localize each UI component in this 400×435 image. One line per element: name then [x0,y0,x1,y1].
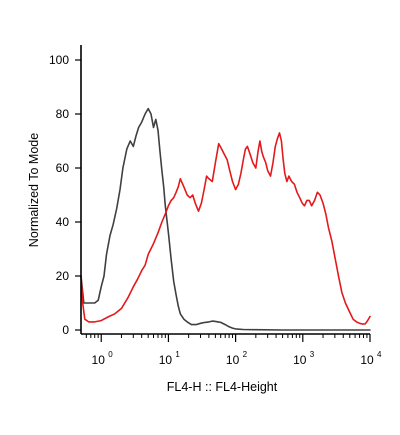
x-tick-label-base: 10 [226,353,240,367]
x-axis-title: FL4-H :: FL4-Height [167,380,278,394]
y-axis-title: Normalized To Mode [27,133,41,247]
series-layer [80,107,371,331]
x-tick-layer: 10 0 10 1 10 2 10 3 10 4 [85,334,382,367]
series-line-1 [80,107,371,331]
series-line-2 [80,132,371,325]
x-tick-label: 10 4 [360,350,382,367]
x-tick-label-exponent: 2 [243,350,248,359]
x-tick-label-exponent: 4 [377,350,382,359]
x-tick-label-base: 10 [92,353,106,367]
x-tick-label: 10 1 [159,350,181,367]
y-tick-label: 0 [62,323,69,337]
x-tick-label: 10 0 [92,350,114,367]
x-tick-label: 10 3 [293,350,315,367]
x-tick-label-base: 10 [360,353,374,367]
y-tick-label: 80 [56,107,70,121]
axis-layer [80,45,370,335]
x-tick-label-base: 10 [293,353,307,367]
x-tick-label-base: 10 [159,353,173,367]
x-tick-label-exponent: 1 [175,350,180,359]
x-tick-label-exponent: 0 [108,350,113,359]
y-tick-label: 60 [56,161,70,175]
y-tick-layer: 0 20 40 60 80 100 [49,53,81,337]
x-tick-label: 10 2 [226,350,248,367]
y-tick-label: 40 [56,215,70,229]
y-tick-label: 100 [49,53,69,67]
y-tick-label: 20 [56,269,70,283]
x-tick-label-exponent: 3 [310,350,315,359]
